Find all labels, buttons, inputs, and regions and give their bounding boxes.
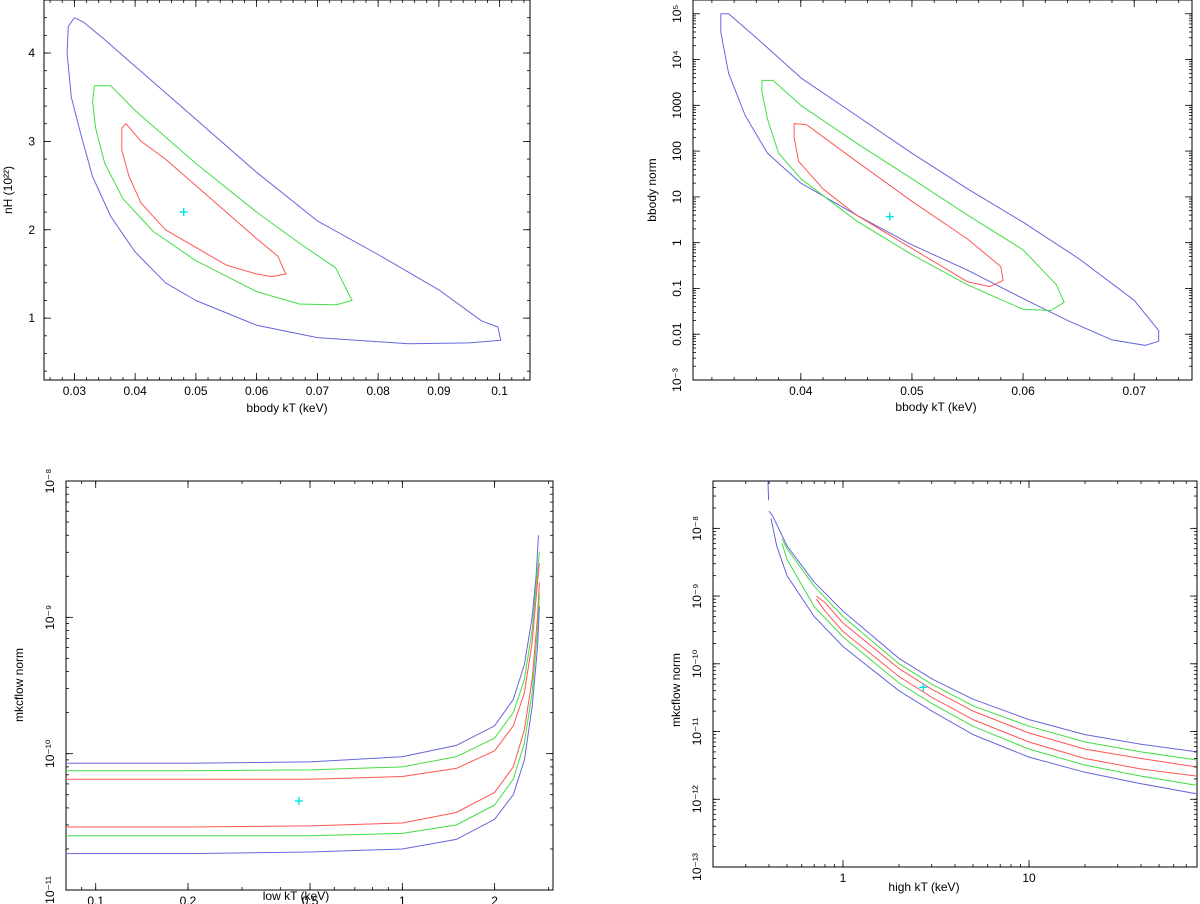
x-axis-label: low kT (keV): [263, 889, 329, 903]
contour-2-sigma: [92, 85, 353, 306]
contour-2-sigma-lower: [66, 593, 540, 837]
x-tick-label: 0.03: [63, 384, 87, 398]
contour-1-sigma-lower: [66, 582, 540, 828]
contour-1-sigma-upper: [816, 595, 1198, 768]
plot-frame: [712, 480, 1198, 868]
plot-frame: [65, 480, 554, 891]
plot-frame: [692, 0, 1193, 381]
plot-frame: [43, 0, 531, 381]
y-tick-label: 10⁻⁹: [690, 584, 704, 609]
x-tick-label: 0.06: [1011, 384, 1035, 398]
panel-nh-vs-bbody-kt: 0.03 0.04 0.05 0.06 0.07 0.08 0.09 0.1 1 2 3 4 bbod…: [1, 0, 531, 415]
x-tick-label: 1: [399, 894, 406, 904]
y-tick-label: 10⁻¹³: [690, 853, 704, 881]
contour-layer: [767, 480, 1198, 795]
y-tick-label: 10⁵: [670, 5, 684, 23]
contour-3-sigma-lower: [770, 518, 1198, 795]
x-tick-label: 0.05: [184, 384, 208, 398]
x-axis-label: high kT (keV): [888, 880, 959, 894]
x-tick-label: 2: [491, 894, 498, 904]
y-tick-label: 10⁻¹¹: [43, 876, 57, 904]
x-tick-label: 0.1: [491, 384, 508, 398]
contour-3-sigma-upper: [66, 535, 539, 764]
axis-ticks: 0.03 0.04 0.05 0.06 0.07 0.08 0.09 0.1 1 2 3 4: [28, 0, 530, 398]
x-tick-label: 10: [1022, 871, 1036, 885]
y-axis-label: mkcflow norm: [12, 648, 26, 722]
contour-3-sigma-upper: [768, 510, 1198, 753]
y-axis-label: bbody norm: [645, 158, 659, 221]
y-tick-label: 0.01: [670, 322, 684, 346]
y-tick-label: 10⁻⁸: [690, 516, 704, 541]
y-tick-label: 0.1: [670, 280, 684, 297]
contour-1-sigma: [121, 123, 287, 278]
panel-mkcflow-norm-vs-low-kt: 0.1 0.2 0.5 1 2 10⁻¹¹ 10⁻¹⁰ 10⁻⁹ 10⁻⁸ low kT (ke…: [12, 469, 554, 904]
y-tick-label: 10⁻¹¹: [690, 718, 704, 746]
panel-bbody-norm-vs-bbody-kt: 0.04 0.05 0.06 0.07 10⁻³ 0.01 0.1 1 10 100 1000 10⁴…: [645, 0, 1193, 414]
x-tick-label: 0.09: [427, 384, 451, 398]
x-tick-label: 0.2: [180, 894, 197, 904]
x-tick-label: 0.05: [900, 384, 924, 398]
contour-layer: [66, 535, 540, 855]
y-tick-label: 10: [670, 190, 684, 204]
x-tick-label: 0.06: [245, 384, 269, 398]
contour-2-sigma-upper: [66, 552, 540, 772]
y-axis-label: nH (10²²): [1, 166, 15, 214]
y-tick-label: 3: [28, 134, 35, 148]
y-tick-label: 100: [670, 141, 684, 161]
y-tick-label: 10⁻¹²: [690, 785, 704, 813]
contour-2-sigma-upper: [781, 538, 1198, 761]
y-tick-label: 1000: [670, 92, 684, 119]
contour-2-sigma: [761, 79, 1065, 311]
contour-1-sigma-upper: [66, 563, 540, 780]
x-tick-label: 0.07: [1123, 384, 1147, 398]
y-tick-label: 10⁻⁸: [43, 469, 57, 494]
x-tick-label: 1: [840, 871, 847, 885]
y-tick-label: 2: [28, 223, 35, 237]
axis-ticks: 0.04 0.05 0.06 0.07 10⁻³ 0.01 0.1 1 10 100 1000 10⁴…: [670, 0, 1192, 398]
x-tick-label: 0.04: [789, 384, 813, 398]
x-tick-label: 0.1: [87, 894, 104, 904]
contour-3-sigma: [720, 13, 1160, 346]
contour-3-sigma: [66, 17, 502, 345]
contour-1-sigma: [793, 123, 1004, 288]
panel-mkcflow-norm-vs-high-kt: 1 10 10⁻¹³ 10⁻¹² 10⁻¹¹ 10⁻¹⁰ 10⁻⁹ 10⁻⁸ high kT …: [669, 480, 1198, 894]
axis-ticks: 1 10 10⁻¹³ 10⁻¹² 10⁻¹¹ 10⁻¹⁰ 10⁻⁹ 10⁻⁸: [690, 480, 1198, 885]
axis-ticks: 0.1 0.2 0.5 1 2 10⁻¹¹ 10⁻¹⁰ 10⁻⁹ 10⁻⁸: [43, 469, 553, 904]
contour-2-sigma-lower: [781, 543, 1198, 786]
x-tick-label: 0.04: [123, 384, 147, 398]
y-tick-label: 4: [28, 46, 35, 60]
y-tick-label: 10⁻⁹: [43, 605, 57, 630]
contour-layer: [66, 17, 502, 345]
y-tick-label: 1: [28, 311, 35, 325]
y-tick-label: 10⁻¹⁰: [43, 739, 57, 768]
y-tick-label: 10⁻³: [670, 368, 684, 392]
x-tick-label: 0.08: [366, 384, 390, 398]
y-tick-label: 1: [670, 239, 684, 246]
y-axis-label: mkcflow norm: [669, 653, 683, 727]
x-tick-label: 0.5: [302, 894, 319, 904]
x-axis-label: bbody kT (keV): [246, 401, 327, 415]
x-tick-label: 0.07: [306, 384, 330, 398]
y-tick-label: 10⁻¹⁰: [690, 649, 704, 678]
contour-layer: [720, 13, 1160, 346]
contour-3-sigma-spur: [767, 480, 770, 501]
contour-3-sigma-lower: [66, 606, 540, 855]
contour-1-sigma-lower: [816, 598, 1198, 777]
x-axis-label: bbody kT (keV): [895, 400, 976, 414]
y-tick-label: 10⁴: [670, 50, 684, 69]
